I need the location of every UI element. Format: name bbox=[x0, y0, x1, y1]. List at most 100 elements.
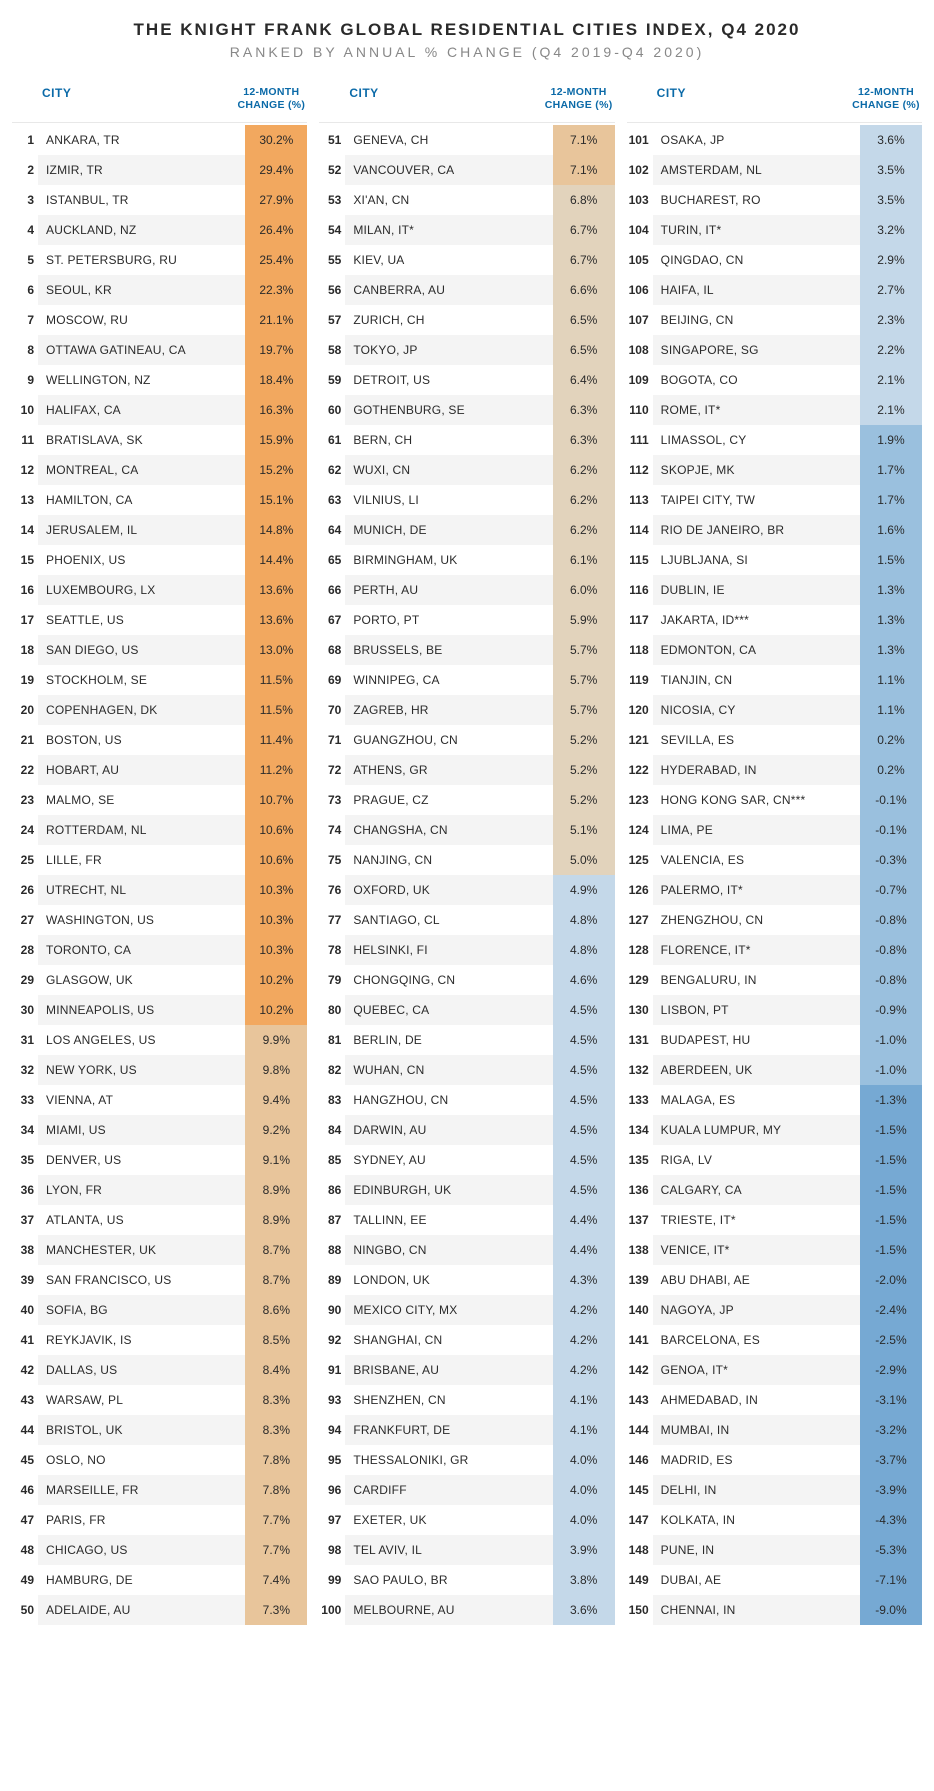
rank-cell: 128 bbox=[627, 943, 653, 957]
rank-cell: 63 bbox=[319, 493, 345, 507]
city-cell: LILLE, FR bbox=[38, 853, 102, 867]
table-row: 66PERTH, AU6.0% bbox=[319, 575, 614, 605]
table-row: 132ABERDEEN, UK-1.0% bbox=[627, 1055, 922, 1085]
pct-cell: 4.1% bbox=[553, 1415, 615, 1445]
rank-cell: 105 bbox=[627, 253, 653, 267]
pct-cell: 4.3% bbox=[553, 1265, 615, 1295]
rank-cell: 53 bbox=[319, 193, 345, 207]
table-row: 89LONDON, UK4.3% bbox=[319, 1265, 614, 1295]
pct-cell: 5.1% bbox=[553, 815, 615, 845]
rank-cell: 94 bbox=[319, 1423, 345, 1437]
rank-cell: 25 bbox=[12, 853, 38, 867]
city-cell: PUNE, IN bbox=[653, 1543, 715, 1557]
pct-cell: 2.7% bbox=[860, 275, 922, 305]
rank-cell: 130 bbox=[627, 1003, 653, 1017]
rank-cell: 80 bbox=[319, 1003, 345, 1017]
pct-cell: 4.0% bbox=[553, 1505, 615, 1535]
city-cell: DENVER, US bbox=[38, 1153, 121, 1167]
pct-cell: 6.3% bbox=[553, 395, 615, 425]
city-cell: VANCOUVER, CA bbox=[345, 163, 454, 177]
city-cell: MALAGA, ES bbox=[653, 1093, 736, 1107]
table-row: 70ZAGREB, HR5.7% bbox=[319, 695, 614, 725]
pct-cell: -9.0% bbox=[860, 1595, 922, 1625]
pct-cell: 3.5% bbox=[860, 155, 922, 185]
city-cell: ATHENS, GR bbox=[345, 763, 427, 777]
pct-cell: 6.1% bbox=[553, 545, 615, 575]
table-row: 109BOGOTA, CO2.1% bbox=[627, 365, 922, 395]
table-row: 7MOSCOW, RU21.1% bbox=[12, 305, 307, 335]
pct-cell: -1.0% bbox=[860, 1025, 922, 1055]
table-row: 6SEOUL, KR22.3% bbox=[12, 275, 307, 305]
city-cell: NEW YORK, US bbox=[38, 1063, 137, 1077]
rank-cell: 3 bbox=[12, 193, 38, 207]
table-row: 102AMSTERDAM, NL3.5% bbox=[627, 155, 922, 185]
table-row: 36LYON, FR8.9% bbox=[12, 1175, 307, 1205]
rank-cell: 31 bbox=[12, 1033, 38, 1047]
table-row: 37ATLANTA, US8.9% bbox=[12, 1205, 307, 1235]
table-row: 48CHICAGO, US7.7% bbox=[12, 1535, 307, 1565]
city-cell: WUHAN, CN bbox=[345, 1063, 424, 1077]
pct-cell: 1.9% bbox=[860, 425, 922, 455]
city-cell: DUBAI, AE bbox=[653, 1573, 722, 1587]
pct-cell: 7.1% bbox=[553, 125, 615, 155]
pct-cell: 6.5% bbox=[553, 305, 615, 335]
pct-cell: 6.6% bbox=[553, 275, 615, 305]
pct-cell: 4.5% bbox=[553, 1085, 615, 1115]
city-cell: EDINBURGH, UK bbox=[345, 1183, 451, 1197]
city-cell: THESSALONIKI, GR bbox=[345, 1453, 468, 1467]
table-row: 65BIRMINGHAM, UK6.1% bbox=[319, 545, 614, 575]
pct-cell: 6.2% bbox=[553, 485, 615, 515]
table-row: 31LOS ANGELES, US9.9% bbox=[12, 1025, 307, 1055]
table-row: 32NEW YORK, US9.8% bbox=[12, 1055, 307, 1085]
table-row: 53XI'AN, CN6.8% bbox=[319, 185, 614, 215]
rank-cell: 37 bbox=[12, 1213, 38, 1227]
table-row: 93SHENZHEN, CN4.1% bbox=[319, 1385, 614, 1415]
rank-cell: 58 bbox=[319, 343, 345, 357]
city-cell: KIEV, UA bbox=[345, 253, 404, 267]
table-row: 129BENGALURU, IN-0.8% bbox=[627, 965, 922, 995]
rank-cell: 8 bbox=[12, 343, 38, 357]
pct-cell: 5.2% bbox=[553, 725, 615, 755]
rank-cell: 47 bbox=[12, 1513, 38, 1527]
table-row: 68BRUSSELS, BE5.7% bbox=[319, 635, 614, 665]
pct-cell: 9.9% bbox=[245, 1025, 307, 1055]
pct-cell: -1.0% bbox=[860, 1055, 922, 1085]
table-row: 9WELLINGTON, NZ18.4% bbox=[12, 365, 307, 395]
rank-cell: 96 bbox=[319, 1483, 345, 1497]
table-row: 110ROME, IT*2.1% bbox=[627, 395, 922, 425]
pct-cell: 8.7% bbox=[245, 1265, 307, 1295]
pct-cell: 5.7% bbox=[553, 665, 615, 695]
city-cell: CARDIFF bbox=[345, 1483, 406, 1497]
table-row: 23MALMO, SE10.7% bbox=[12, 785, 307, 815]
rank-cell: 123 bbox=[627, 793, 653, 807]
pct-cell: 2.3% bbox=[860, 305, 922, 335]
pct-cell: 7.1% bbox=[553, 155, 615, 185]
pct-cell: -1.5% bbox=[860, 1235, 922, 1265]
table-row: 133MALAGA, ES-1.3% bbox=[627, 1085, 922, 1115]
table-row: 99SAO PAULO, BR3.8% bbox=[319, 1565, 614, 1595]
pct-cell: 1.3% bbox=[860, 575, 922, 605]
table-row: 8OTTAWA GATINEAU, CA19.7% bbox=[12, 335, 307, 365]
city-cell: HALIFAX, CA bbox=[38, 403, 121, 417]
rank-cell: 71 bbox=[319, 733, 345, 747]
table-row: 131BUDAPEST, HU-1.0% bbox=[627, 1025, 922, 1055]
rank-cell: 109 bbox=[627, 373, 653, 387]
pct-cell: 3.6% bbox=[860, 125, 922, 155]
city-cell: ADELAIDE, AU bbox=[38, 1603, 130, 1617]
pct-cell: 8.3% bbox=[245, 1385, 307, 1415]
rank-cell: 50 bbox=[12, 1603, 38, 1617]
rank-cell: 10 bbox=[12, 403, 38, 417]
pct-cell: 8.9% bbox=[245, 1205, 307, 1235]
table-row: 130LISBON, PT-0.9% bbox=[627, 995, 922, 1025]
pct-cell: 26.4% bbox=[245, 215, 307, 245]
table-row: 108SINGAPORE, SG2.2% bbox=[627, 335, 922, 365]
pct-cell: 10.7% bbox=[245, 785, 307, 815]
pct-cell: -4.3% bbox=[860, 1505, 922, 1535]
rank-cell: 75 bbox=[319, 853, 345, 867]
pct-cell: 4.5% bbox=[553, 995, 615, 1025]
city-cell: HAMBURG, DE bbox=[38, 1573, 133, 1587]
rank-cell: 35 bbox=[12, 1153, 38, 1167]
city-cell: QINGDAO, CN bbox=[653, 253, 744, 267]
pct-cell: -5.3% bbox=[860, 1535, 922, 1565]
rank-cell: 85 bbox=[319, 1153, 345, 1167]
